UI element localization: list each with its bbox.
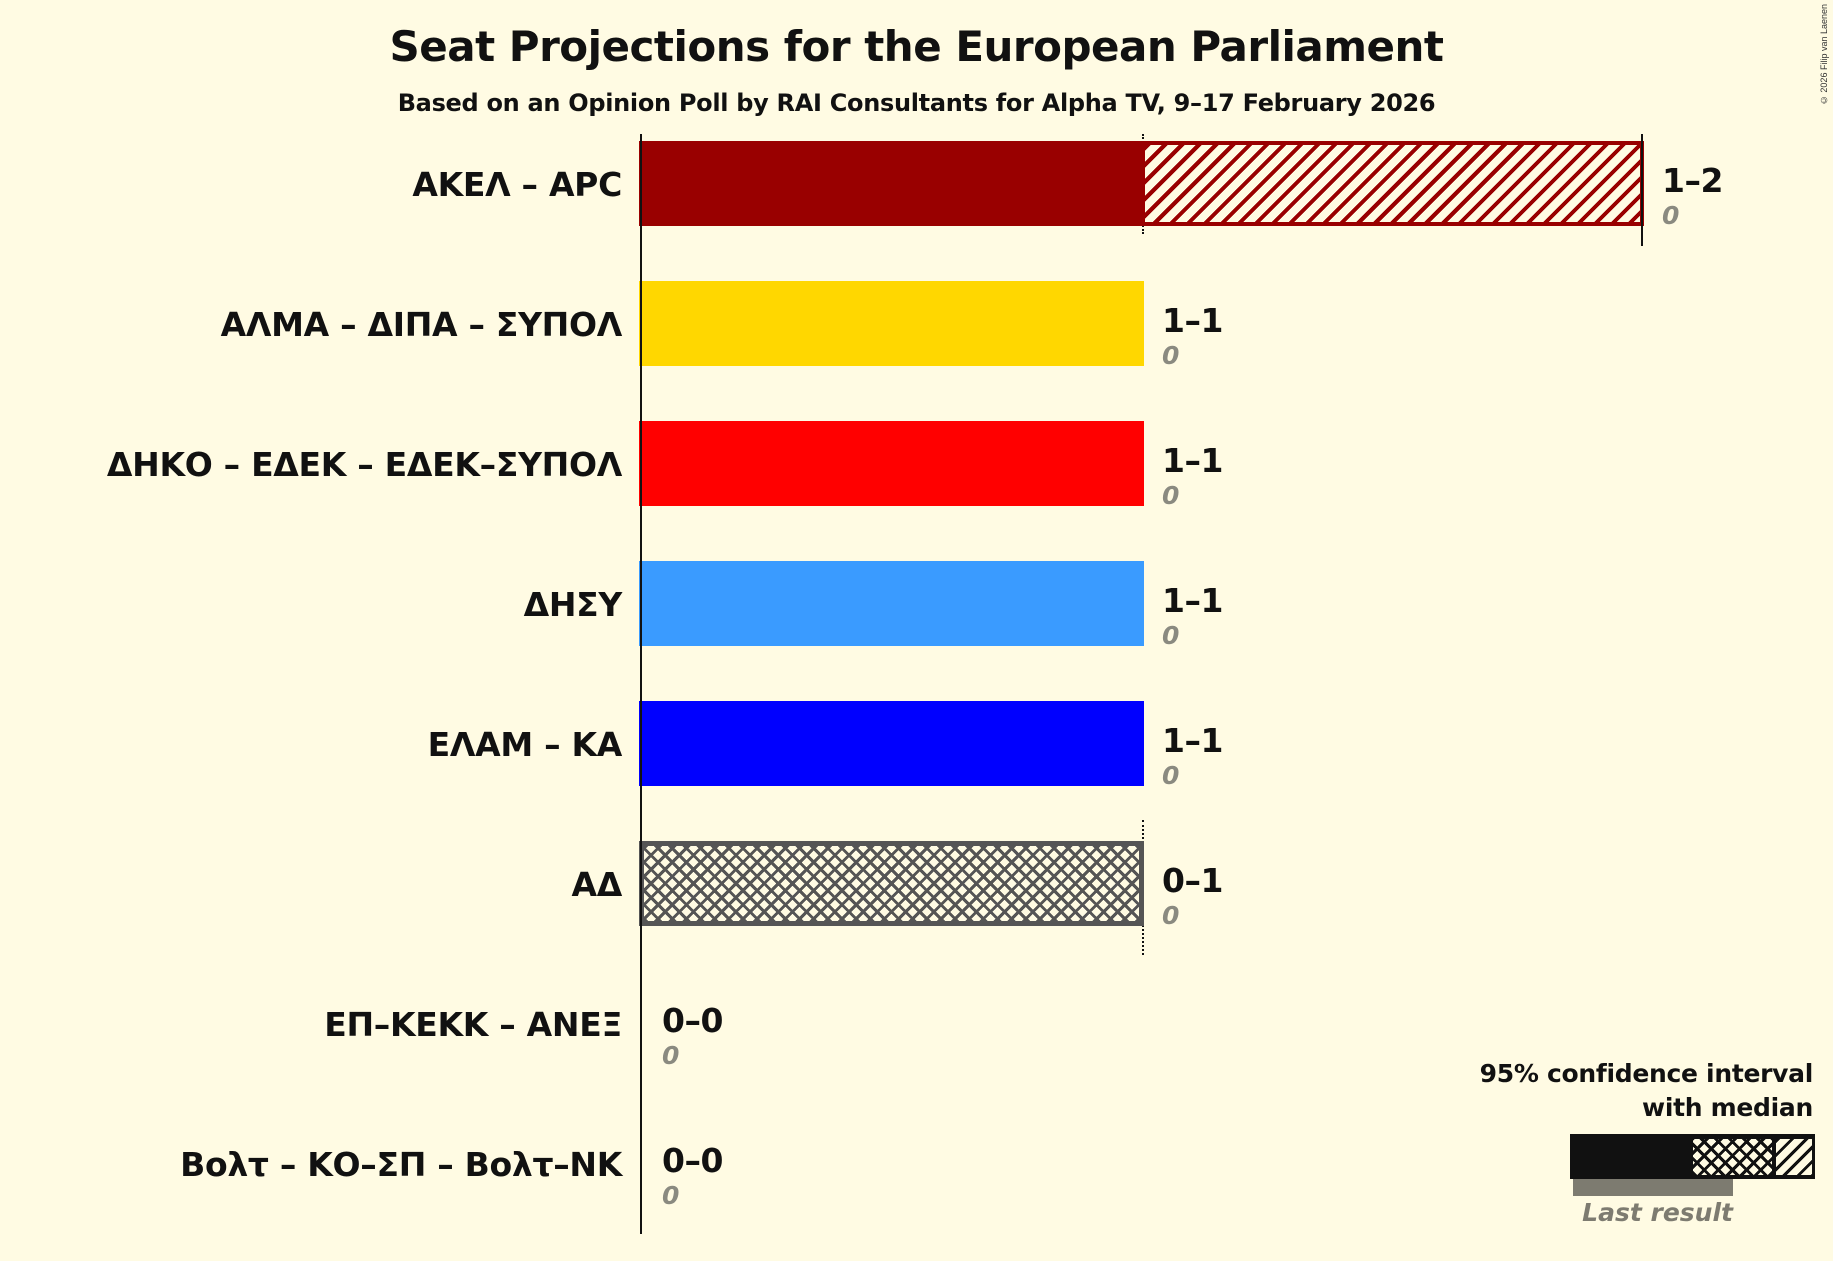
- seat-range: 1–2: [1662, 161, 1723, 200]
- party-label: ΕΛΑΜ – ΚΑ: [427, 725, 623, 764]
- bar-solid-segment: [639, 141, 1143, 226]
- ci-bar: [639, 841, 1144, 926]
- party-label: ΑΛΜΑ – ΔΙΠΑ – ΣΥΠΟΛ: [220, 305, 623, 344]
- seat-range: 0–0: [662, 1141, 723, 1180]
- party-label: ΕΠ–ΚΕΚΚ – ΑΝΕΞ: [324, 1005, 622, 1044]
- legend-hatch-swatch: [1776, 1139, 1812, 1175]
- chart-row: ΕΠ–ΚΕΚΚ – ΑΝΕΞ 0–0 0: [0, 981, 1833, 1121]
- y-axis-line: [640, 134, 642, 1234]
- copyright-note: © 2026 Filip van Laenen: [1819, 4, 1829, 106]
- chart-title: Seat Projections for the European Parlia…: [389, 22, 1444, 71]
- bar-hatched-segment: [1141, 141, 1644, 226]
- ci-bar: [639, 141, 1644, 226]
- seat-range: 0–1: [1162, 861, 1223, 900]
- last-result: 0: [662, 1041, 680, 1070]
- last-result: 0: [662, 1181, 680, 1210]
- seat-range: 1–1: [1162, 441, 1223, 480]
- party-label: ΔΗΣΥ: [523, 585, 623, 624]
- ci-upper-tick: [1641, 134, 1643, 246]
- chart-row: ΑΚΕΛ – APC 1–2 0: [0, 134, 1833, 281]
- seat-range: 1–1: [1162, 301, 1223, 340]
- legend-crosshatch-swatch: [1693, 1139, 1772, 1175]
- seat-range: 0–0: [662, 1001, 723, 1040]
- last-result: 0: [1162, 761, 1180, 790]
- legend-last-result-swatch: [1573, 1179, 1733, 1196]
- legend-ci-swatch: [1570, 1134, 1815, 1179]
- seat-range: 1–1: [1162, 721, 1223, 760]
- ci-bar: [639, 421, 1144, 506]
- legend-last-result-label: Last result: [1582, 1198, 1733, 1227]
- last-result: 0: [1162, 901, 1180, 930]
- chart-row: ΔΗΣΥ 1–1 0: [0, 561, 1833, 701]
- chart-row: ΕΛΑΜ – ΚΑ 1–1 0: [0, 701, 1833, 841]
- last-result: 0: [1162, 621, 1180, 650]
- legend-line-1: 95% confidence interval: [1479, 1059, 1814, 1088]
- chart-row: ΑΛΜΑ – ΔΙΠΑ – ΣΥΠΟΛ 1–1 0: [0, 281, 1833, 421]
- last-result: 0: [1662, 201, 1680, 230]
- chart-row: ΑΔ 0–1 0: [0, 841, 1833, 981]
- chart-row: ΔΗΚΟ – ΕΔΕΚ – ΕΔΕΚ–ΣΥΠΟΛ 1–1 0: [0, 421, 1833, 561]
- chart-row: Βολτ – ΚΟ–ΣΠ – Βολτ–NK 0–0 0: [0, 1121, 1833, 1261]
- party-label: ΑΔ: [571, 865, 623, 904]
- chart-subtitle: Based on an Opinion Poll by RAI Consulta…: [397, 89, 1436, 117]
- party-label: Βολτ – ΚΟ–ΣΠ – Βολτ–NK: [180, 1145, 622, 1184]
- party-label: ΑΚΕΛ – APC: [412, 165, 622, 204]
- party-label: ΔΗΚΟ – ΕΔΕΚ – ΕΔΕΚ–ΣΥΠΟΛ: [106, 445, 622, 484]
- ci-bar: [639, 281, 1144, 366]
- last-result: 0: [1162, 341, 1180, 370]
- ci-bar: [639, 561, 1144, 646]
- ci-bar: [639, 701, 1144, 786]
- last-result: 0: [1162, 481, 1180, 510]
- bar-crosshatch-segment: [639, 841, 1144, 926]
- seat-range: 1–1: [1162, 581, 1223, 620]
- legend-title: 95% confidence interval with median: [1479, 1057, 1814, 1125]
- legend-line-2: with median: [1642, 1093, 1813, 1122]
